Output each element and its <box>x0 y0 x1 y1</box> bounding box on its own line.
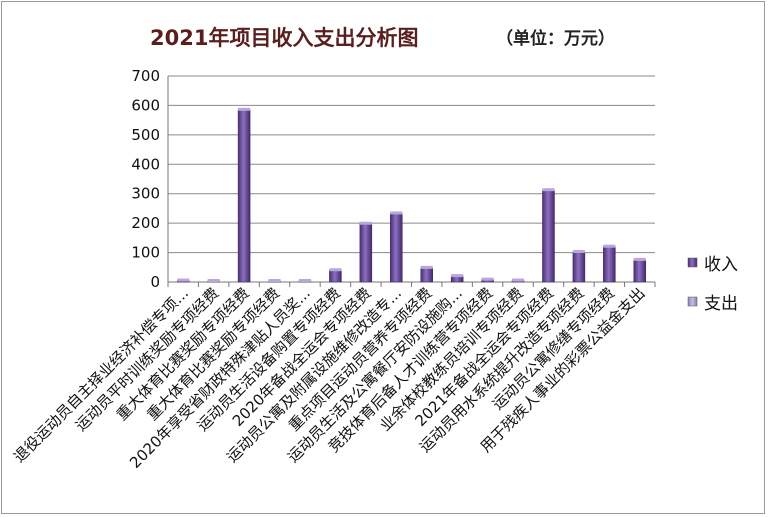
bar-income <box>420 267 433 283</box>
bar-income <box>572 251 586 283</box>
y-tick-label: 700 <box>131 67 160 85</box>
bar-income <box>633 259 647 283</box>
bars <box>176 107 647 283</box>
y-tick-label: 600 <box>131 96 160 114</box>
bar-income <box>603 246 616 283</box>
bar-income <box>329 269 342 283</box>
chart-unit-label: （单位：万元） <box>496 29 615 49</box>
bar-income-top <box>481 277 494 281</box>
bar-income-top <box>572 249 585 253</box>
bar-income-top <box>207 279 220 282</box>
bar-income <box>390 213 403 283</box>
y-tick-label: 300 <box>131 185 160 203</box>
bar-income-top <box>329 268 342 272</box>
y-tick-label: 500 <box>131 126 160 144</box>
legend-label: 收入 <box>704 255 738 275</box>
y-tick-label: 200 <box>131 214 160 232</box>
legend-label: 支出 <box>704 294 738 314</box>
bar-income <box>542 189 555 283</box>
bar-income-top <box>420 265 433 269</box>
y-tick-label: 400 <box>131 155 160 173</box>
y-tick-label: 0 <box>150 273 160 291</box>
bar-income-top <box>390 211 403 215</box>
bar-income-top <box>603 244 616 248</box>
bar-income-top <box>238 107 251 111</box>
bar-income-top <box>633 257 646 261</box>
legend: 收入支出 <box>687 255 738 314</box>
y-tick-label: 100 <box>131 244 160 262</box>
bar-income-top <box>542 188 555 192</box>
chart-title: 2021年项目收入支出分析图 <box>150 26 419 50</box>
bar-income-top <box>451 274 464 278</box>
bar-income-top <box>359 221 372 225</box>
bar-income <box>237 109 251 283</box>
bar-income-top <box>177 278 190 282</box>
bar-income-top <box>298 279 311 282</box>
legend-swatch <box>687 296 698 307</box>
bar-income-top <box>268 279 281 282</box>
bar-income <box>359 223 373 283</box>
legend-swatch <box>687 257 698 268</box>
bar-income-top <box>512 278 525 282</box>
